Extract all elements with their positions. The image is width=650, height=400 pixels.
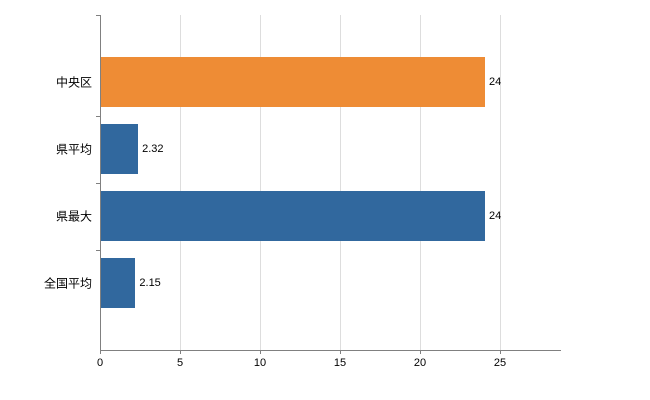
category-label: 県最大 (55, 209, 92, 224)
x-tick-label: 10 (253, 357, 267, 369)
y-tick (96, 15, 100, 16)
bar (101, 124, 139, 174)
x-tick-label: 20 (413, 357, 427, 369)
x-tick (180, 350, 181, 354)
x-tick (100, 350, 101, 354)
bar (101, 258, 136, 308)
x-tick (500, 350, 501, 354)
y-tick (96, 115, 100, 117)
gridline (180, 15, 181, 350)
bar-value-label: 24 (489, 210, 502, 222)
bar-value-label: 24 (489, 76, 502, 88)
x-tick-label: 0 (96, 357, 104, 369)
category-label: 全国平均 (43, 276, 92, 291)
y-tick (96, 182, 100, 184)
gridline (420, 15, 421, 350)
x-tick-label: 25 (493, 357, 507, 369)
bar (101, 57, 485, 107)
gridline (500, 15, 501, 350)
x-tick (260, 350, 261, 354)
bar (101, 191, 485, 241)
x-axis-line (100, 350, 561, 351)
x-tick-label: 5 (176, 357, 184, 369)
y-axis-line (100, 15, 101, 351)
bar-value-label: 2.15 (139, 277, 161, 289)
x-tick (340, 350, 341, 354)
y-tick (96, 249, 100, 251)
gridline (340, 15, 341, 350)
x-tick-label: 15 (333, 357, 347, 369)
category-label: 中央区 (55, 75, 92, 90)
bar-value-label: 2.32 (142, 143, 164, 155)
x-tick (420, 350, 421, 354)
gridline (260, 15, 261, 350)
category-label: 県平均 (55, 142, 92, 157)
